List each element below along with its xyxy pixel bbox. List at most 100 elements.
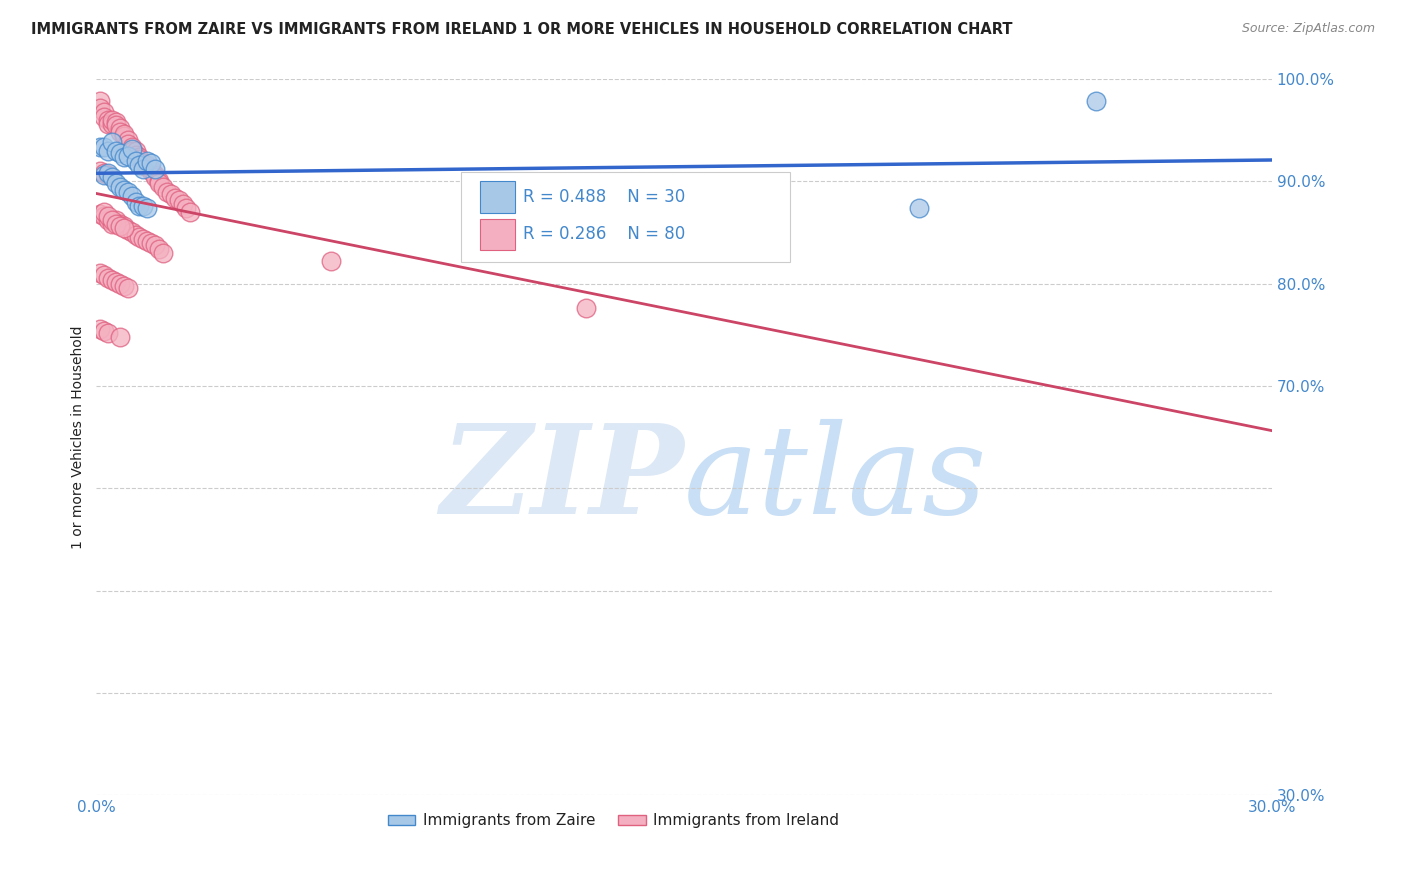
Point	[128, 229, 150, 244]
Point	[117, 185, 139, 199]
FancyBboxPatch shape	[479, 181, 515, 213]
Point	[89, 321, 111, 335]
Point	[128, 158, 150, 172]
Point	[132, 162, 155, 177]
Point	[104, 177, 127, 191]
Point	[93, 268, 115, 283]
Point	[132, 199, 155, 213]
Point	[97, 270, 120, 285]
Point	[104, 118, 127, 132]
Point	[152, 180, 174, 194]
Text: Source: ZipAtlas.com: Source: ZipAtlas.com	[1241, 22, 1375, 36]
Point	[108, 121, 131, 136]
Point	[93, 205, 115, 219]
Point	[143, 170, 166, 185]
Point	[93, 324, 115, 338]
Point	[156, 185, 179, 199]
Y-axis label: 1 or more Vehicles in Household: 1 or more Vehicles in Household	[72, 326, 86, 549]
Point	[112, 129, 135, 144]
Point	[148, 177, 170, 191]
Point	[97, 166, 120, 180]
Point	[1084, 95, 1107, 109]
Point	[136, 201, 159, 215]
Point	[108, 145, 131, 160]
Point	[124, 194, 146, 209]
Point	[104, 217, 127, 231]
Point	[93, 209, 115, 223]
Point	[101, 272, 124, 286]
Point	[496, 215, 519, 229]
Point	[132, 232, 155, 246]
FancyBboxPatch shape	[461, 172, 790, 261]
Point	[93, 110, 115, 124]
Point	[136, 158, 159, 172]
Point	[117, 223, 139, 237]
Point	[97, 326, 120, 340]
Point	[93, 166, 115, 180]
Point	[148, 242, 170, 256]
Point	[117, 133, 139, 147]
Point	[108, 330, 131, 344]
Point	[121, 188, 143, 202]
Point	[128, 150, 150, 164]
Text: ZIP: ZIP	[440, 419, 685, 541]
Point	[108, 217, 131, 231]
Point	[128, 199, 150, 213]
Point	[108, 125, 131, 139]
Point	[108, 180, 131, 194]
Point	[97, 209, 120, 223]
Point	[141, 162, 163, 177]
Point	[89, 101, 111, 115]
Point	[172, 197, 194, 211]
Point	[141, 156, 163, 170]
Point	[143, 162, 166, 177]
Point	[101, 117, 124, 131]
Point	[159, 186, 181, 201]
Point	[143, 168, 166, 182]
Point	[141, 164, 163, 178]
Text: R = 0.488    N = 30: R = 0.488 N = 30	[523, 188, 685, 206]
Point	[141, 235, 163, 250]
Point	[89, 164, 111, 178]
Point	[97, 144, 120, 158]
Point	[112, 182, 135, 196]
Point	[117, 281, 139, 295]
Point	[136, 153, 159, 168]
Point	[101, 112, 124, 127]
Point	[908, 201, 931, 215]
Point	[136, 160, 159, 174]
Point	[97, 112, 120, 127]
Point	[89, 95, 111, 109]
Point	[101, 136, 124, 150]
Point	[124, 147, 146, 161]
Point	[104, 144, 127, 158]
Point	[89, 267, 111, 281]
Text: R = 0.286    N = 80: R = 0.286 N = 80	[523, 226, 685, 244]
Point	[101, 170, 124, 185]
Point	[104, 115, 127, 129]
Point	[97, 117, 120, 131]
Point	[124, 144, 146, 158]
Point	[93, 168, 115, 182]
FancyBboxPatch shape	[479, 219, 515, 250]
Point	[152, 246, 174, 260]
Point	[89, 139, 111, 153]
Point	[121, 144, 143, 158]
Point	[121, 226, 143, 240]
Point	[176, 201, 198, 215]
Point	[112, 128, 135, 142]
Point	[575, 301, 598, 316]
Point	[117, 137, 139, 152]
Point	[121, 142, 143, 156]
Point	[112, 221, 135, 235]
Point	[132, 156, 155, 170]
Text: atlas: atlas	[685, 419, 987, 541]
Text: IMMIGRANTS FROM ZAIRE VS IMMIGRANTS FROM IRELAND 1 OR MORE VEHICLES IN HOUSEHOLD: IMMIGRANTS FROM ZAIRE VS IMMIGRANTS FROM…	[31, 22, 1012, 37]
Point	[101, 217, 124, 231]
Point	[93, 139, 115, 153]
Point	[167, 193, 190, 207]
Point	[121, 139, 143, 153]
Point	[136, 234, 159, 248]
Point	[117, 149, 139, 163]
Point	[112, 219, 135, 234]
